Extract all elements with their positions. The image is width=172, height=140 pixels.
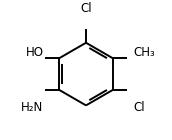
Text: Cl: Cl (80, 2, 92, 15)
Text: CH₃: CH₃ (134, 46, 155, 59)
Text: H₂N: H₂N (21, 101, 44, 114)
Text: HO: HO (26, 46, 44, 59)
Text: Cl: Cl (134, 102, 145, 115)
